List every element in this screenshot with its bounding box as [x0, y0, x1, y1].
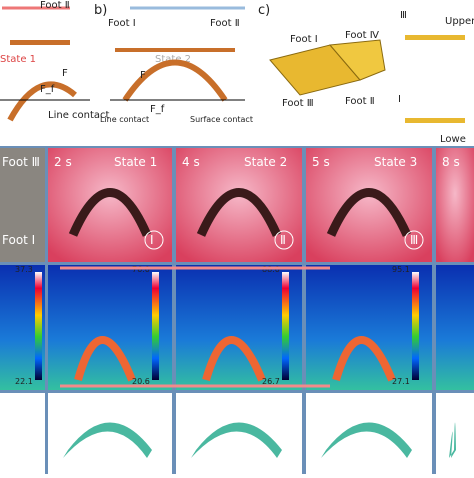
foot: Foot Ⅰ: [2, 233, 35, 247]
colorbar: [282, 272, 289, 380]
time: 2 s: [54, 155, 72, 169]
surface: [321, 422, 412, 458]
plot: [176, 393, 302, 474]
actuator: [68, 188, 152, 237]
label: Foot Ⅰ: [108, 18, 136, 29]
label: Upper: [445, 16, 474, 27]
colorbar: [152, 272, 159, 380]
surface: [63, 422, 152, 458]
badge: [144, 230, 164, 250]
thermal: [176, 265, 302, 390]
label: Foot Ⅱ: [345, 96, 375, 107]
photo: [306, 148, 432, 262]
actuator: [196, 188, 282, 237]
thermal: [48, 265, 172, 390]
surface: [191, 422, 282, 458]
state: Foot Ⅲ: [2, 155, 40, 169]
photo: [176, 148, 302, 262]
label: Foot Ⅲ: [282, 98, 314, 109]
colorbar: [35, 272, 42, 380]
label: Foot Ⅱ: [40, 0, 70, 11]
actuator: [326, 188, 412, 237]
panel-label: c): [258, 3, 270, 18]
badge-text: Ⅰ: [150, 233, 154, 247]
hot-arch: [332, 336, 396, 382]
thermal: [306, 265, 432, 390]
top-panels: Foot Ⅱ State 1 F F_f Line contact b) Foo…: [0, 0, 474, 145]
label: State 1: [0, 54, 36, 65]
photo: [48, 148, 172, 262]
state: State 1: [114, 155, 157, 169]
label: Line contact: [100, 115, 149, 124]
label: Foot Ⅳ: [345, 30, 380, 41]
min: 22.1: [15, 377, 33, 386]
hot-arch: [202, 336, 266, 382]
max: 95.1: [392, 265, 410, 274]
label: Ⅲ: [400, 10, 407, 21]
thermal: [436, 265, 474, 390]
hot-arch: [74, 336, 136, 382]
label: State 2: [155, 54, 191, 65]
time: 4 s: [182, 155, 200, 169]
label: F_f: [150, 104, 165, 115]
badge: [274, 230, 294, 250]
state: State 3: [374, 155, 417, 169]
min: 27.1: [392, 377, 410, 386]
label: Foot Ⅱ: [210, 18, 240, 29]
label: F: [62, 68, 68, 79]
state: State 2: [244, 155, 287, 169]
badge-text: Ⅲ: [410, 233, 418, 247]
time: 8 s: [442, 155, 460, 169]
label: Lowe: [440, 134, 466, 145]
plot: [48, 393, 172, 474]
surface: [449, 422, 456, 458]
time: 5 s: [312, 155, 330, 169]
min: 26.7: [262, 377, 280, 386]
label: Line contact: [48, 110, 110, 121]
label: Foot Ⅰ: [290, 34, 318, 45]
label: Surface contact: [190, 115, 253, 124]
colorbar: [412, 272, 419, 380]
label: F_f: [40, 84, 55, 95]
max: 37.3: [15, 265, 33, 274]
badge: [404, 230, 424, 250]
min: 20.6: [132, 377, 150, 386]
photo: [0, 148, 45, 262]
plot: [0, 393, 45, 474]
plot: [306, 393, 432, 474]
label: Ⅰ: [398, 94, 401, 105]
label: F: [140, 70, 146, 81]
badge-text: Ⅱ: [280, 233, 286, 247]
panel-label: b): [94, 3, 107, 18]
photo: [436, 148, 474, 262]
